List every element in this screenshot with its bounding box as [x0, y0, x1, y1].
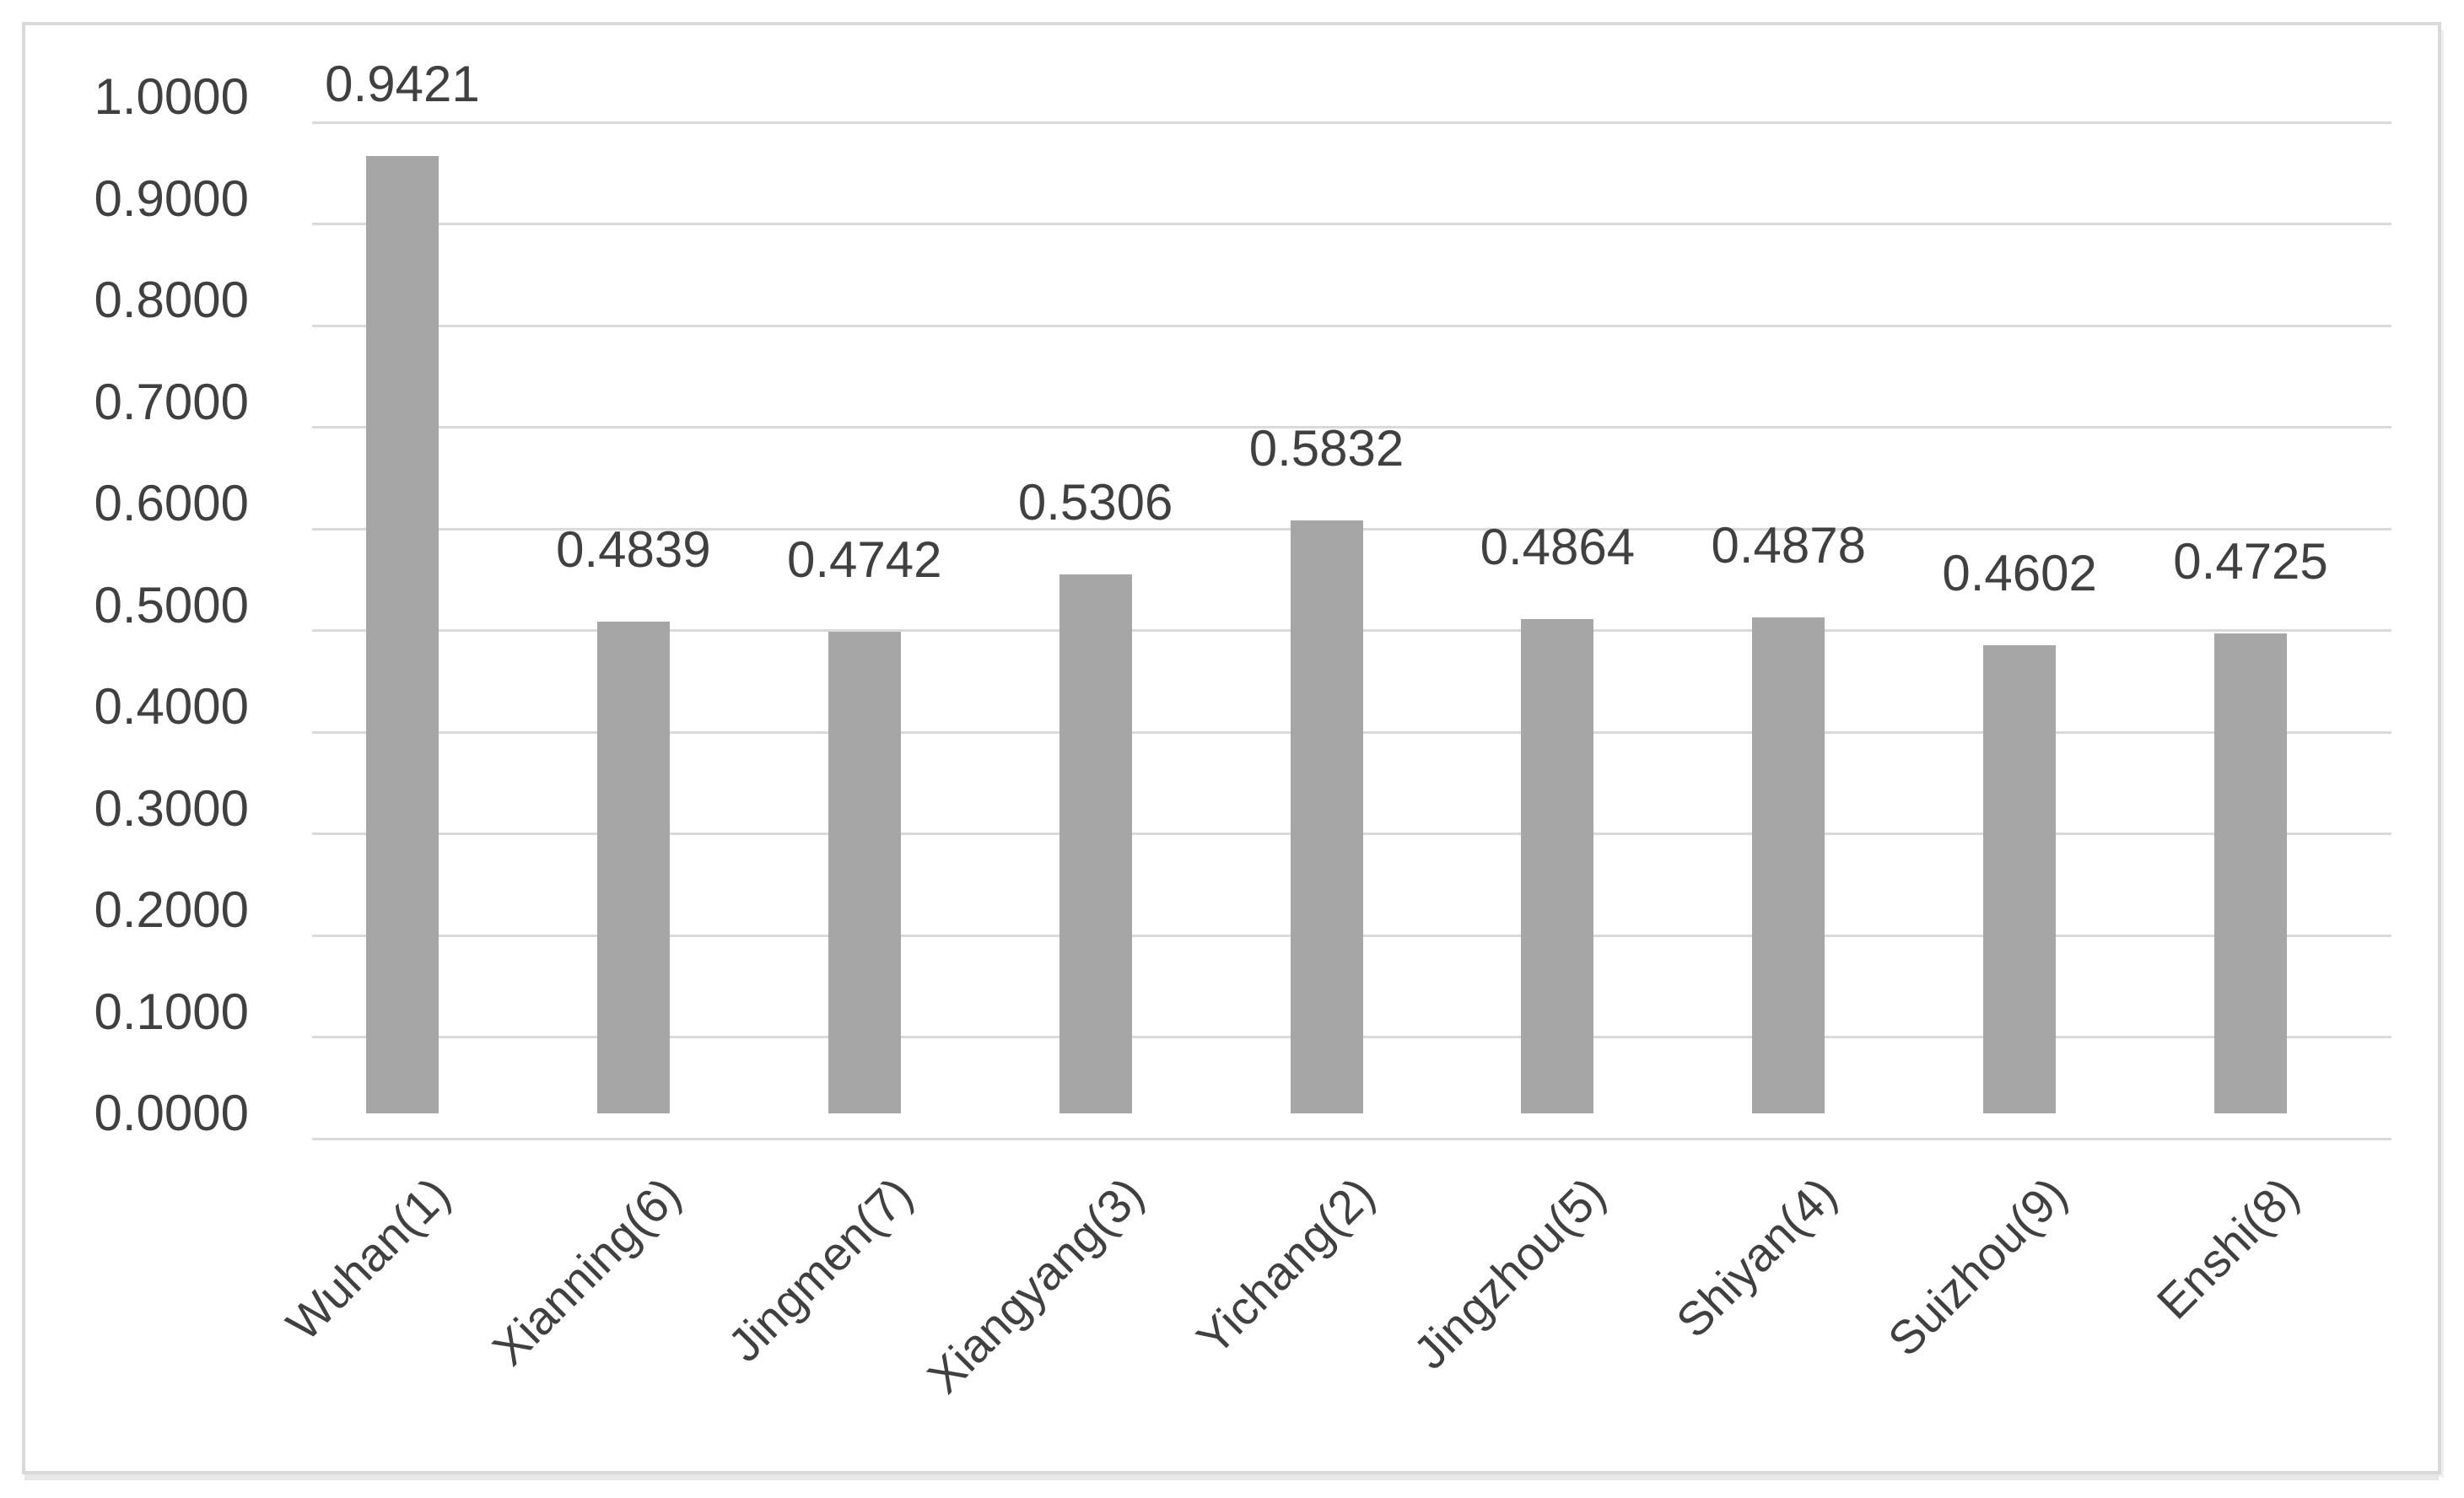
gridline — [312, 324, 2391, 327]
gridline — [312, 1137, 2391, 1140]
bar-jingzhou-5- — [1521, 618, 1594, 1113]
bar-value-label: 0.5832 — [1248, 420, 1405, 477]
y-axis-tick-label: 0.0000 — [94, 1085, 249, 1141]
gridline — [312, 223, 2391, 225]
gridline — [312, 426, 2391, 428]
y-axis-tick-label: 0.4000 — [94, 678, 249, 735]
y-axis-tick-label: 0.6000 — [94, 475, 249, 531]
y-axis-tick-label: 1.0000 — [94, 68, 249, 125]
bar-yichang-2- — [1290, 520, 1363, 1113]
bar-shiyan-4- — [1752, 617, 1825, 1113]
y-axis-tick-label: 0.7000 — [94, 373, 249, 430]
bar-value-label: 0.4742 — [786, 531, 942, 588]
bar-value-label: 0.9421 — [325, 55, 480, 112]
y-axis-tick-label: 0.3000 — [94, 779, 249, 837]
bar-value-label: 0.4864 — [1480, 518, 1636, 575]
bar-jingmen-7- — [828, 631, 901, 1113]
bar-value-label: 0.5306 — [1017, 473, 1173, 531]
bar-xiangyang-3- — [1059, 574, 1132, 1113]
y-axis-tick-label: 0.5000 — [94, 576, 249, 633]
bar-value-label: 0.4878 — [1711, 517, 1867, 574]
bar-value-label: 0.4602 — [1942, 545, 2097, 602]
gridline — [312, 121, 2391, 124]
y-axis-tick-label: 0.1000 — [94, 983, 249, 1040]
bar-wuhan-1- — [365, 155, 439, 1113]
bar-enshi-8- — [2214, 633, 2288, 1113]
bar-value-label: 0.4725 — [2173, 532, 2328, 590]
bar-value-label: 0.4839 — [556, 520, 711, 578]
y-axis-tick-label: 0.9000 — [94, 170, 249, 227]
bar-suizhou-9- — [1983, 645, 2057, 1113]
y-axis-tick-label: 0.2000 — [94, 881, 249, 938]
bar-xianning-6- — [596, 621, 670, 1113]
y-axis-tick-label: 0.8000 — [94, 272, 249, 328]
